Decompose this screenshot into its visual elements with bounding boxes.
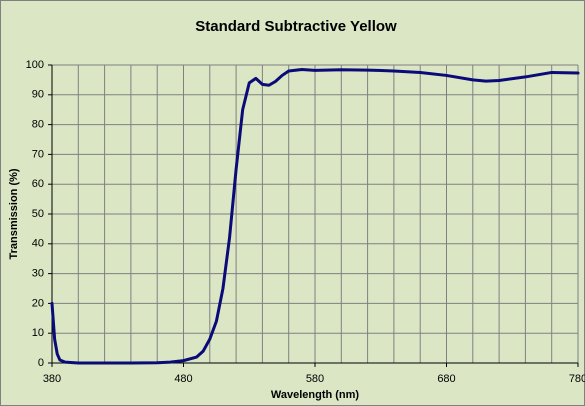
y-tick-label: 90 xyxy=(32,89,44,101)
y-tick-label: 40 xyxy=(32,238,44,250)
y-tick-label: 0 xyxy=(38,357,44,369)
y-tick-label: 30 xyxy=(32,268,44,280)
data-line xyxy=(50,67,580,365)
y-tick-label: 50 xyxy=(32,208,44,220)
x-axis-label: Wavelength (nm) xyxy=(271,389,360,401)
y-tick-label: 80 xyxy=(32,119,44,131)
x-tick-label: 780 xyxy=(569,373,585,385)
x-tick-label: 580 xyxy=(306,373,324,385)
y-tick-label: 100 xyxy=(26,59,44,71)
y-tick-label: 60 xyxy=(32,178,44,190)
y-axis-label: Transmission (%) xyxy=(8,168,20,259)
y-tick-label: 20 xyxy=(32,297,44,309)
chart-title: Standard Subtractive Yellow xyxy=(195,18,397,35)
x-tick-label: 380 xyxy=(43,373,61,385)
y-tick-label: 10 xyxy=(32,327,44,339)
x-tick-label: 680 xyxy=(437,373,455,385)
y-tick-label: 70 xyxy=(32,148,44,160)
x-tick-label: 480 xyxy=(174,373,192,385)
